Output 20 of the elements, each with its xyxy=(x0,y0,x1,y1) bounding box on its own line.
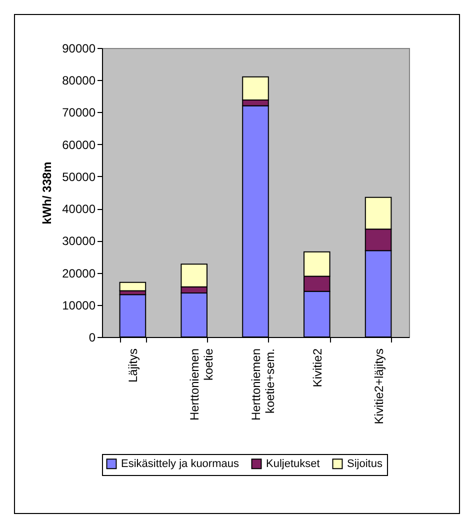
y-tick-label: 40000 xyxy=(62,202,96,216)
y-tick-label: 30000 xyxy=(62,234,96,248)
y-axis-title: kWh/ 338m xyxy=(40,162,54,224)
legend-label: Sijoitus xyxy=(347,458,383,470)
y-tick-label: 70000 xyxy=(62,106,96,120)
x-tick-label: Läjitys xyxy=(126,348,140,383)
x-tick-label: Kivitie2 xyxy=(310,348,324,388)
y-tick-label: 60000 xyxy=(62,138,96,152)
legend-label: Kuljetukset xyxy=(266,458,320,470)
x-tick-label: Herttoniemen koetie xyxy=(188,348,216,421)
y-tick-label: 90000 xyxy=(62,42,96,56)
y-tick-label: 10000 xyxy=(62,298,96,312)
x-tick-label: Kivitie2+läjitys xyxy=(372,348,386,424)
y-tick-label: 0 xyxy=(88,330,96,344)
bar xyxy=(119,282,146,292)
y-tick-label: 20000 xyxy=(62,266,96,280)
legend-label: Esikäsittely ja kuormaus xyxy=(121,458,240,470)
x-tick-label: Herttoniemen koetie+sem. xyxy=(249,348,277,421)
y-tick-label: 80000 xyxy=(62,74,96,88)
y-tick-label: 50000 xyxy=(62,170,96,184)
